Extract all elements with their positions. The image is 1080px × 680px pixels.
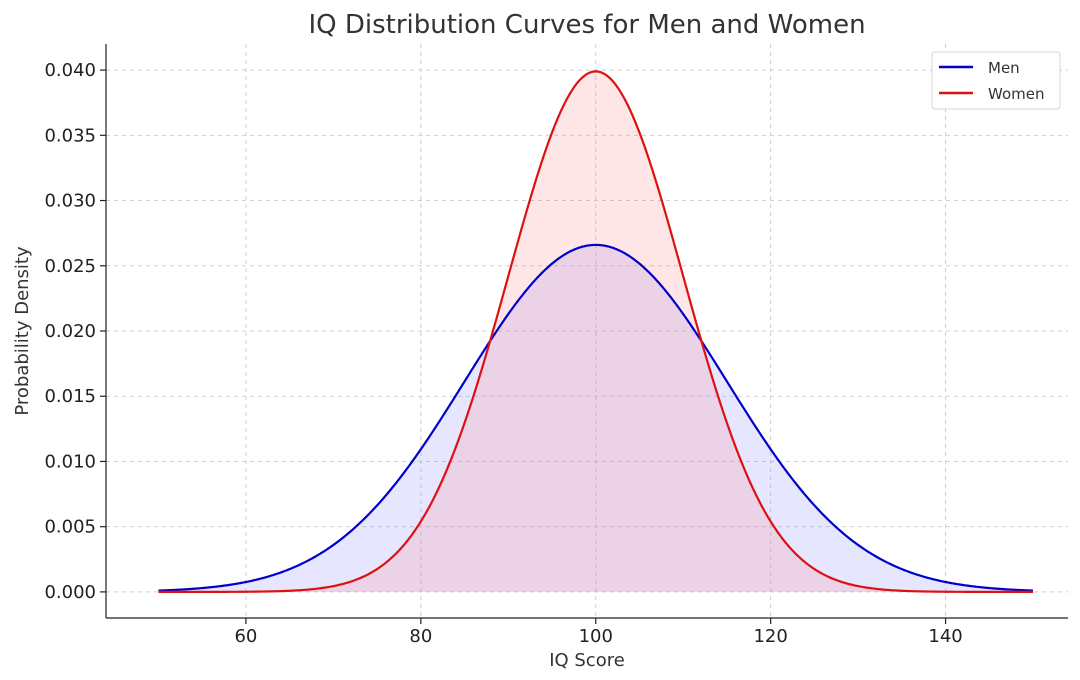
men-series-line xyxy=(158,243,1034,592)
y-tick-label-6: 0.030 xyxy=(44,191,96,212)
y-tick-label-1: 0.005 xyxy=(44,517,96,538)
x-tick-label-1: 80 xyxy=(409,626,432,647)
tick-layer: 60 80 100 120 140 0.000 0.005 0.010 0.015 0.020 0.… xyxy=(44,60,962,647)
line-layer xyxy=(158,70,1034,594)
x-tick-label-2: 100 xyxy=(579,626,613,647)
y-tick-label-2: 0.010 xyxy=(44,451,96,472)
y-tick-label-3: 0.015 xyxy=(44,386,96,407)
x-axis-label: IQ Score xyxy=(549,650,625,671)
y-axis-label: Probability Density xyxy=(12,246,33,416)
x-tick-label-3: 120 xyxy=(753,626,787,647)
y-tick-label-5: 0.025 xyxy=(44,256,96,277)
women-fill-area xyxy=(158,71,1034,592)
legend-women-label: Women xyxy=(988,85,1044,103)
y-tick-label-8: 0.040 xyxy=(44,60,96,81)
y-tick-label-7: 0.035 xyxy=(44,125,96,146)
x-tick-label-4: 140 xyxy=(928,626,962,647)
men-fill-area xyxy=(158,244,1034,592)
women-series-line xyxy=(158,70,1034,594)
legend: Men Women xyxy=(931,51,1061,110)
chart-title: IQ Distribution Curves for Men and Women xyxy=(308,10,865,40)
x-tick-label-0: 60 xyxy=(234,626,257,647)
fill-layer xyxy=(158,71,1034,592)
legend-men-label: Men xyxy=(988,59,1020,77)
grid-layer xyxy=(106,44,1068,618)
y-tick-label-4: 0.020 xyxy=(44,321,96,342)
y-tick-label-0: 0.000 xyxy=(44,582,96,603)
